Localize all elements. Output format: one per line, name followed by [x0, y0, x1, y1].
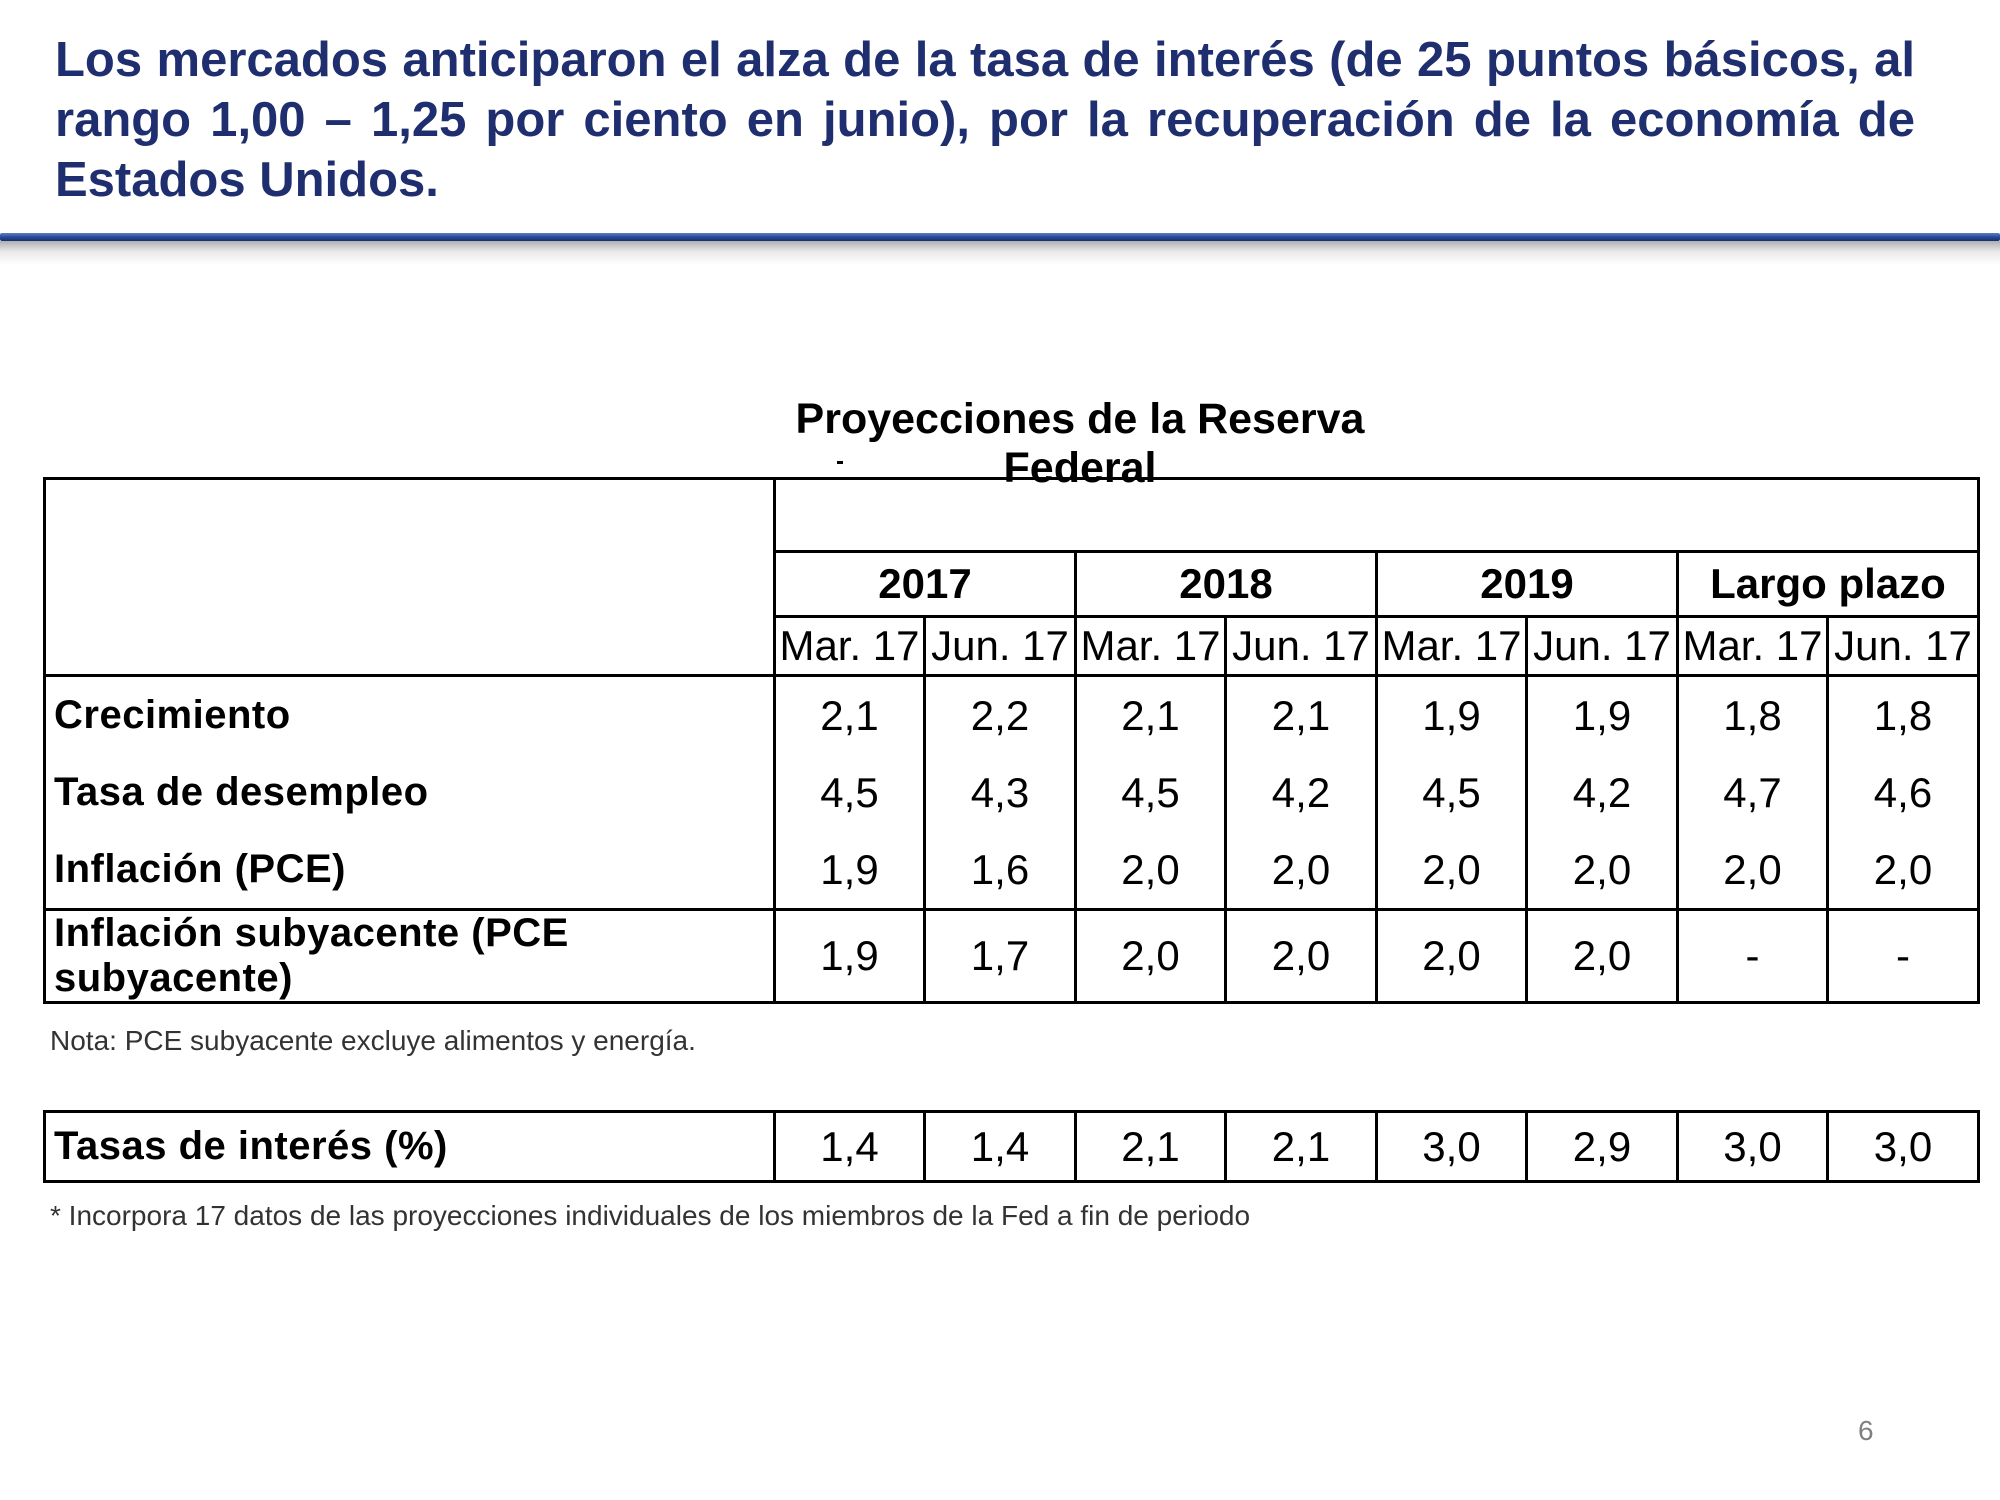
- table-row: Tasa de desempleo 4,5 4,3 4,5 4,2 4,5 4,…: [43, 754, 1980, 831]
- table-cell: 2,2: [923, 674, 1077, 754]
- table-cell: 2,0: [1375, 908, 1528, 1004]
- table-cell: 4,5: [773, 754, 926, 831]
- table-cell: 1,7: [923, 908, 1077, 1004]
- row-label: Crecimiento: [43, 674, 776, 754]
- table-cell: 4,5: [1375, 754, 1528, 831]
- table-cell: 2,1: [1074, 674, 1227, 754]
- table-row: Inflación (PCE) 1,9 1,6 2,0 2,0 2,0 2,0 …: [43, 831, 1980, 910]
- table-cell: 2,0: [1525, 908, 1679, 1004]
- table-cell: 2,0: [1525, 831, 1679, 910]
- table-cell: 2,0: [1074, 831, 1227, 910]
- stray-mark: [837, 461, 843, 464]
- table-cell: 2,1: [1224, 1110, 1378, 1183]
- page-number: 6: [1858, 1415, 1874, 1446]
- date-header: Mar. 17: [1375, 616, 1528, 676]
- table-cell: 2,9: [1525, 1110, 1679, 1183]
- header-top-row: [43, 477, 1980, 677]
- header-divider: [0, 233, 2000, 241]
- date-header: Jun. 17: [1826, 616, 1980, 676]
- table-cell: -: [1826, 908, 1980, 1004]
- table-cell: 4,2: [1525, 754, 1679, 831]
- table-cell: 2,1: [1224, 674, 1378, 754]
- header-blank-span: [773, 477, 1980, 552]
- date-header: Mar. 17: [773, 616, 926, 676]
- table-cell: 2,0: [1826, 831, 1980, 910]
- table-cell: 1,9: [1525, 674, 1679, 754]
- table-row: Tasas de interés (%) 1,4 1,4 2,1 2,1 3,0…: [43, 1110, 1980, 1183]
- table-cell: 1,9: [1375, 674, 1528, 754]
- date-header: Jun. 17: [1525, 616, 1679, 676]
- table-row: Inflación subyacente (PCE subyacente) 1,…: [43, 908, 1980, 1004]
- row-label: Inflación subyacente (PCE subyacente): [43, 908, 776, 1004]
- table-cell: 1,4: [923, 1110, 1077, 1183]
- projections-table: 2017 2018 2019 Largo plazo Mar. 17 Jun. …: [43, 477, 1980, 1004]
- year-header: 2019: [1375, 550, 1679, 618]
- table-row: Crecimiento 2,1 2,2 2,1 2,1 1,9 1,9 1,8 …: [43, 674, 1980, 754]
- table-cell: -: [1676, 908, 1829, 1004]
- row-label: Tasas de interés (%): [43, 1110, 776, 1183]
- header-blank-cell: [43, 477, 776, 677]
- year-header: 2018: [1074, 550, 1378, 618]
- header-divider-shadow: [0, 241, 2000, 265]
- row-label: Tasa de desempleo: [43, 754, 776, 831]
- year-header: Largo plazo: [1676, 550, 1980, 618]
- table-cell: 1,4: [773, 1110, 926, 1183]
- slide-headline: Los mercados anticiparon el alza de la t…: [55, 33, 1915, 207]
- date-header: Jun. 17: [1224, 616, 1378, 676]
- date-header: Jun. 17: [923, 616, 1077, 676]
- table-cell: 1,6: [923, 831, 1077, 910]
- table-cell: 1,8: [1676, 674, 1829, 754]
- table-cell: 2,0: [1074, 908, 1227, 1004]
- table-cell: 2,1: [773, 674, 926, 754]
- table-cell: 4,5: [1074, 754, 1227, 831]
- year-header-row: 2017 2018 2019 Largo plazo: [45, 550, 1980, 618]
- table-cell: 2,0: [1375, 831, 1528, 910]
- table-cell: 1,8: [1826, 674, 1980, 754]
- table-cell: 2,0: [1224, 908, 1378, 1004]
- table-title: Proyecciones de la Reserva Federal: [795, 395, 1365, 492]
- table-cell: 1,9: [773, 908, 926, 1004]
- table-cell: 4,6: [1826, 754, 1980, 831]
- table-cell: 4,2: [1224, 754, 1378, 831]
- date-header: Mar. 17: [1074, 616, 1227, 676]
- table-cell: 1,9: [773, 831, 926, 910]
- date-header: Mar. 17: [1676, 616, 1829, 676]
- row-label: Inflación (PCE): [43, 831, 776, 910]
- table-cell: 3,0: [1676, 1110, 1829, 1183]
- table-cell: 2,0: [1676, 831, 1829, 910]
- table-cell: 3,0: [1826, 1110, 1980, 1183]
- table-cell: 3,0: [1375, 1110, 1528, 1183]
- table-note: Nota: PCE subyacente excluye alimentos y…: [50, 1025, 696, 1056]
- year-header: 2017: [773, 550, 1077, 618]
- table-cell: 2,0: [1224, 831, 1378, 910]
- date-header-row: Mar. 17 Jun. 17 Mar. 17 Jun. 17 Mar. 17 …: [45, 616, 1980, 676]
- interest-rates-table: Tasas de interés (%) 1,4 1,4 2,1 2,1 3,0…: [43, 1110, 1980, 1183]
- footnote: * Incorpora 17 datos de las proyecciones…: [50, 1200, 1251, 1231]
- table-cell: 2,1: [1074, 1110, 1227, 1183]
- table-cell: 4,7: [1676, 754, 1829, 831]
- table-cell: 4,3: [923, 754, 1077, 831]
